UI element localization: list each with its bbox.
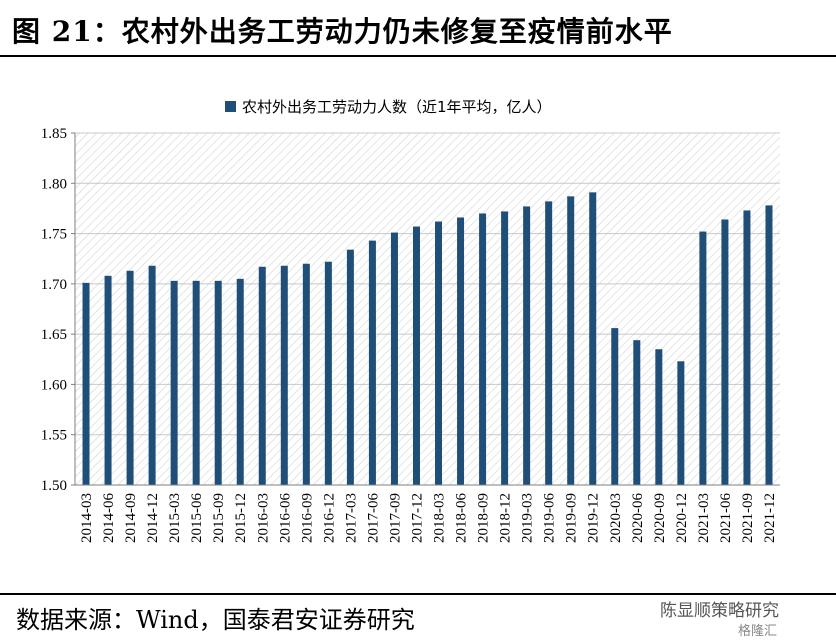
bar: [390, 232, 398, 485]
bar: [721, 219, 729, 485]
bar: [170, 280, 178, 485]
title-rule: [0, 55, 836, 57]
x-tick-label: 2018-09: [476, 493, 492, 543]
bar: [765, 205, 773, 485]
x-tick-label: 2017-06: [365, 493, 381, 543]
bar: [567, 196, 575, 486]
bar: [302, 263, 310, 485]
x-tick-label: 2019-12: [586, 493, 602, 543]
y-tick-label: 1.55: [41, 428, 67, 444]
x-tick-label: 2019-09: [564, 493, 580, 543]
x-tick-label: 2014-12: [145, 493, 161, 543]
bar: [148, 265, 156, 485]
x-tick-label: 2014-03: [79, 493, 95, 543]
x-tick-label: 2021-03: [696, 493, 712, 543]
bar: [346, 249, 354, 485]
x-tick-label: 2017-03: [343, 493, 359, 543]
x-tick-label: 2016-09: [299, 493, 315, 543]
x-tick-label: 2018-12: [498, 493, 514, 543]
page-title: 图 21：农村外出务工劳动力仍未修复至疫情前水平: [12, 15, 673, 48]
x-tick-label: 2015-12: [233, 493, 249, 543]
x-tick-label: 2015-06: [189, 493, 205, 543]
x-tick-label: 2019-06: [542, 493, 558, 543]
bar: [236, 278, 244, 485]
plot-area: [75, 133, 780, 485]
y-tick-label: 1.85: [41, 126, 67, 142]
bar: [545, 201, 553, 486]
bar: [457, 217, 465, 486]
bar: [699, 231, 707, 485]
watermark: 陈显顺策略研究: [660, 601, 779, 621]
bar: [126, 270, 134, 485]
bar: [214, 280, 222, 485]
x-tick-label: 2014-06: [101, 493, 117, 543]
bar: [677, 361, 685, 485]
bar: [104, 275, 112, 485]
legend-swatch: [225, 101, 236, 112]
y-tick-label: 1.70: [41, 277, 67, 293]
x-tick-label: 2016-06: [277, 493, 293, 543]
x-tick-label: 2016-12: [321, 493, 337, 543]
x-tick-label: 2015-03: [167, 493, 183, 543]
bar: [435, 221, 443, 485]
x-tick-label: 2021-06: [718, 493, 734, 543]
bar: [611, 328, 619, 485]
y-tick-label: 1.80: [41, 176, 67, 192]
x-tick-label: 2015-09: [211, 493, 227, 543]
x-tick-label: 2016-03: [255, 493, 271, 543]
x-tick-label: 2021-09: [740, 493, 756, 543]
footer-rule: [0, 593, 836, 595]
bar: [258, 266, 266, 485]
bar: [501, 211, 509, 485]
bar: [655, 349, 663, 485]
x-tick-label: 2019-03: [520, 493, 536, 543]
y-tick-label: 1.65: [41, 327, 67, 343]
source-note: 数据来源：Wind，国泰君安证券研究: [16, 606, 415, 634]
bar: [633, 340, 641, 485]
bar: [479, 213, 487, 485]
y-tick-label: 1.50: [41, 478, 67, 494]
legend-label: 农村外出务工劳动力人数（近1年平均，亿人）: [242, 98, 552, 116]
bar: [589, 192, 597, 485]
bar: [412, 226, 420, 485]
x-tick-label: 2021-12: [762, 493, 778, 543]
watermark-sub: 格隆汇: [738, 624, 778, 639]
bar: [192, 280, 200, 485]
y-tick-label: 1.75: [41, 227, 67, 243]
x-tick-label: 2018-03: [432, 493, 448, 543]
bar: [280, 265, 288, 485]
x-tick-label: 2020-12: [674, 493, 690, 543]
bar: [743, 210, 751, 485]
bar: [324, 261, 332, 485]
x-tick-label: 2017-12: [409, 493, 425, 543]
x-tick-label: 2020-03: [608, 493, 624, 543]
x-tick-label: 2018-06: [454, 493, 470, 543]
bar: [82, 282, 90, 485]
y-tick-label: 1.60: [41, 377, 67, 393]
bar: [368, 240, 376, 485]
x-tick-label: 2017-09: [387, 493, 403, 543]
x-tick-label: 2014-09: [123, 493, 139, 543]
bar: [523, 206, 531, 485]
x-tick-label: 2020-06: [630, 493, 646, 543]
x-tick-label: 2020-09: [652, 493, 668, 543]
